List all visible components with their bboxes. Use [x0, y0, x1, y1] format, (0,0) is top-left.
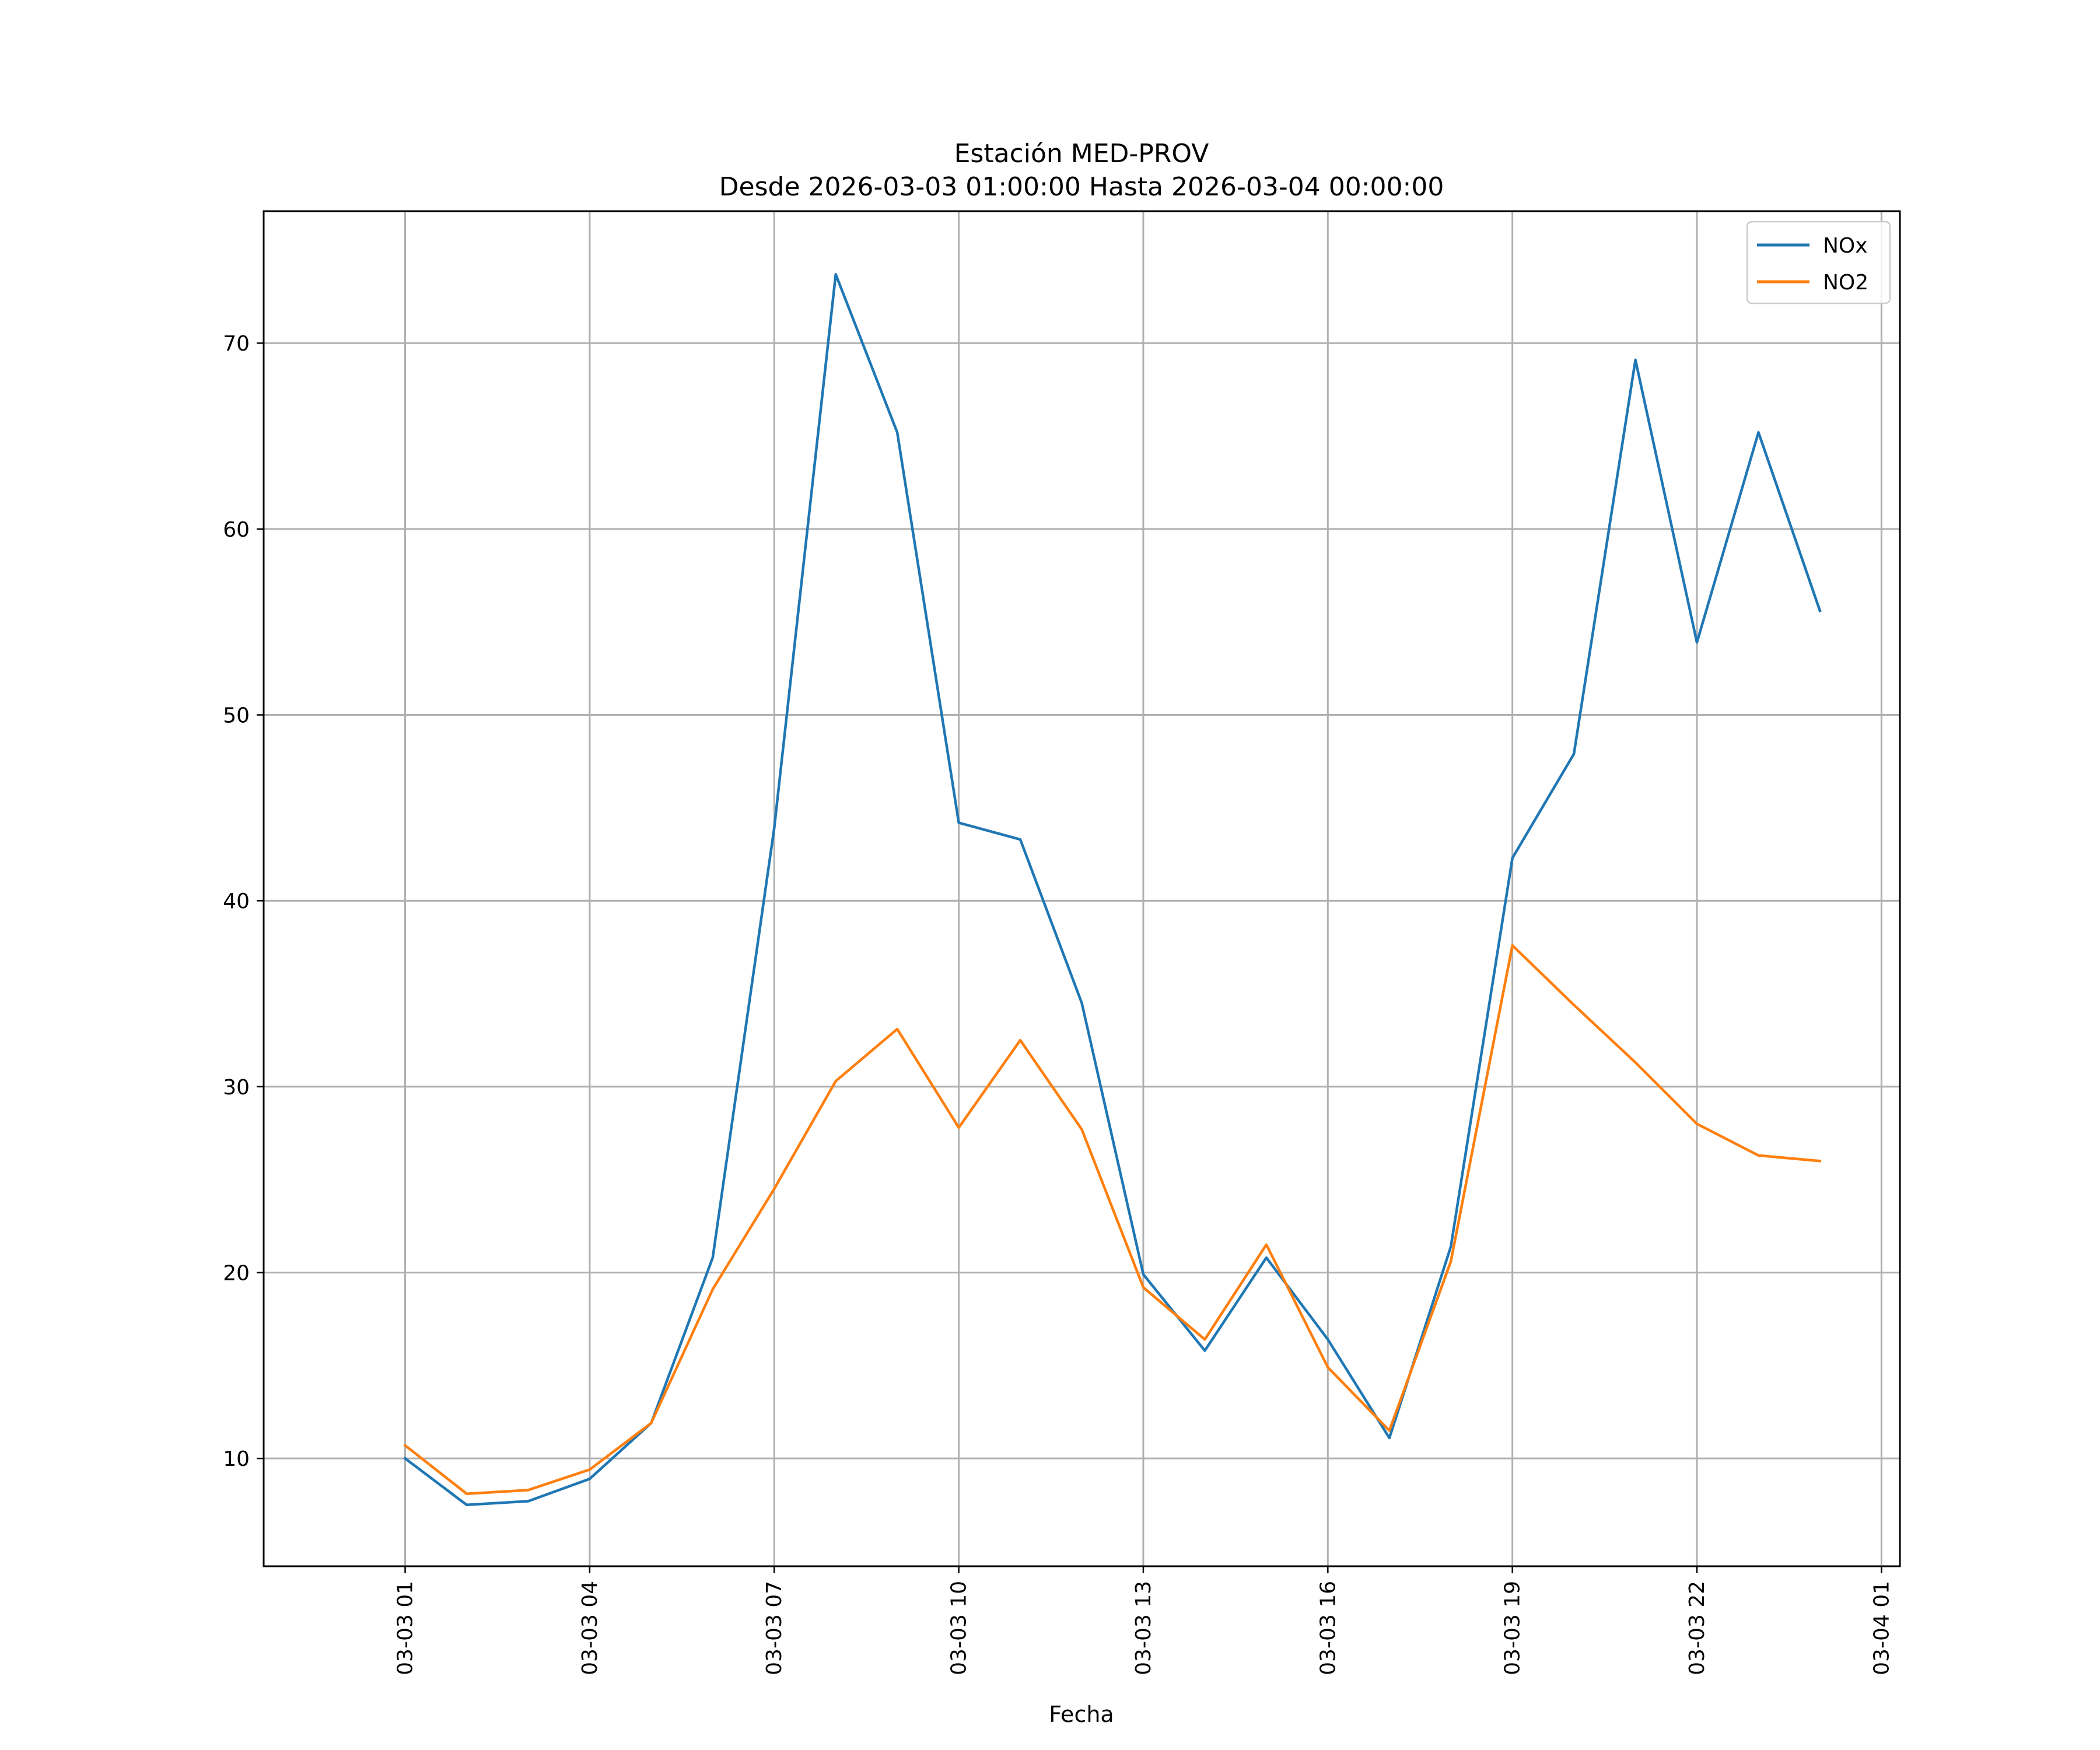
x-tick-label: 03-03 22: [1685, 1581, 1709, 1675]
y-tick-label: 10: [223, 1447, 250, 1471]
series-line-nox: [403, 273, 1822, 1507]
y-tick-label: 30: [223, 1076, 250, 1100]
legend-label: NO2: [1823, 271, 1868, 295]
axis-ticks: 03-03 01 03-03 04 03-03 07 03-03 10 03-03 13…: [223, 332, 1894, 1675]
y-tick-label: 40: [223, 890, 250, 914]
x-tick-label: 03-03 10: [947, 1581, 971, 1675]
y-tick-label: 20: [223, 1262, 250, 1286]
plot-frame: [262, 210, 1901, 1567]
x-tick-label: 03-03 07: [762, 1581, 786, 1675]
x-tick-label: 03-04 01: [1870, 1581, 1894, 1675]
legend-label: NOx: [1823, 234, 1868, 258]
grid: [264, 211, 1900, 1566]
x-tick-label: 03-03 04: [578, 1581, 602, 1675]
x-axis-label: Fecha: [1049, 1702, 1114, 1727]
x-tick-label: 03-03 13: [1132, 1581, 1156, 1675]
y-tick-label: 60: [223, 518, 250, 542]
chart-title: Estación MED-PROV: [954, 139, 1209, 169]
chart-subtitle: Desde 2026-03-03 01:00:00 Hasta 2026-03-…: [719, 172, 1444, 202]
y-tick-label: 70: [223, 332, 250, 356]
series-lines: [403, 273, 1822, 1507]
x-tick-label: 03-03 16: [1316, 1581, 1340, 1675]
legend-box: [1746, 220, 1891, 304]
legend: NOx NO2: [1746, 220, 1891, 304]
y-tick-label: 50: [223, 704, 250, 728]
x-tick-label: 03-03 19: [1501, 1581, 1525, 1675]
x-tick-label: 03-03 01: [394, 1581, 418, 1675]
series-line-no2: [403, 944, 1822, 1495]
